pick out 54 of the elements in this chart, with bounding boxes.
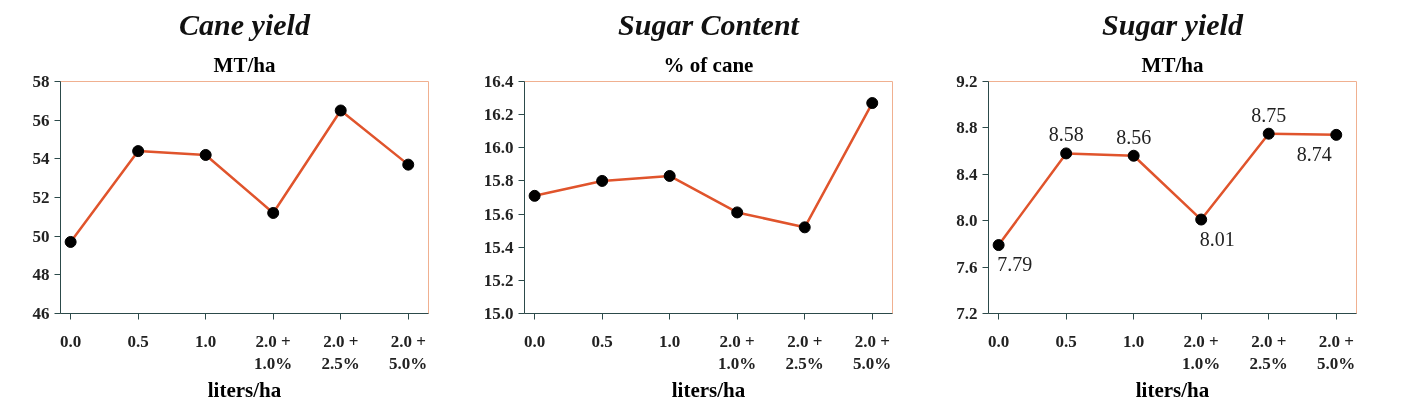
y-tick-label: 16.2 <box>483 105 514 125</box>
y-tick-label: 8.8 <box>956 118 978 138</box>
y-tick-label: 48 <box>32 265 50 285</box>
y-tick-label: 15.8 <box>483 171 514 191</box>
x-tick-label: 0.0 <box>524 331 546 351</box>
x-tick-label: 1.0 <box>659 331 681 351</box>
x-tick-label: 0.5 <box>1055 331 1077 351</box>
y-tick-label: 46 <box>32 304 50 323</box>
y-tick-label: 16.4 <box>483 72 514 91</box>
y-tick-label: 50 <box>32 226 50 246</box>
x-tick-label: 2.0 + 1.0% <box>254 331 293 374</box>
chart-title: Sugar Content <box>618 7 801 41</box>
y-tick-label: 7.6 <box>956 257 978 277</box>
x-tick-label: 0.0 <box>60 331 82 351</box>
y-tick-label: 52 <box>32 188 50 207</box>
x-tick-label: 2.0 + 5.0% <box>1317 331 1356 374</box>
y-tick-label: 9.2 <box>956 72 978 91</box>
y-tick-label: 54 <box>32 149 50 169</box>
y-tick-label: 15.0 <box>483 304 514 323</box>
y-tick-label: 15.6 <box>483 204 514 224</box>
data-label: 8.75 <box>1251 103 1287 126</box>
y-tick-label: 8.0 <box>956 211 978 231</box>
x-axis-title: liters/ha <box>671 378 746 403</box>
x-tick-label: 1.0 <box>195 331 217 351</box>
chart-title: Cane yield <box>179 7 311 41</box>
data-label: 8.74 <box>1296 142 1332 165</box>
data-label: 7.79 <box>997 253 1033 276</box>
x-tick-label: 0.0 <box>988 331 1010 351</box>
x-tick-label: 2.0 + 5.0% <box>853 331 892 374</box>
y-tick-label: 56 <box>32 110 50 130</box>
y-tick-label: 8.4 <box>956 164 978 184</box>
data-label: 8.58 <box>1048 123 1084 146</box>
x-tick-label: 2.0 + 2.5% <box>785 331 824 374</box>
x-tick-label: 0.5 <box>127 331 149 351</box>
chart-title: Sugar yield <box>1102 7 1244 41</box>
x-tick-label: 2.0 + 1.0% <box>718 331 757 374</box>
x-tick-label: 2.0 + 2.5% <box>1249 331 1288 374</box>
y-tick-label: 15.4 <box>483 237 514 257</box>
y-tick-label: 16.0 <box>483 138 514 158</box>
data-label: 8.56 <box>1116 125 1152 148</box>
x-tick-label: 2.0 + 2.5% <box>321 331 360 374</box>
y-axis-title: MT/ha <box>1141 52 1204 77</box>
x-tick-label: 1.0 <box>1123 331 1145 351</box>
x-tick-label: 2.0 + 1.0% <box>1182 331 1221 374</box>
x-axis-title: liters/ha <box>1135 378 1210 403</box>
data-label: 8.01 <box>1199 227 1235 250</box>
y-axis-title: % of cane <box>663 52 754 77</box>
y-tick-label: 15.2 <box>483 270 514 290</box>
x-tick-label: 0.5 <box>591 331 613 351</box>
y-tick-label: 58 <box>32 72 50 91</box>
x-axis-title: liters/ha <box>207 378 282 403</box>
y-axis-title: MT/ha <box>213 52 276 77</box>
x-tick-label: 2.0 + 5.0% <box>389 331 428 374</box>
y-tick-label: 7.2 <box>956 304 978 323</box>
